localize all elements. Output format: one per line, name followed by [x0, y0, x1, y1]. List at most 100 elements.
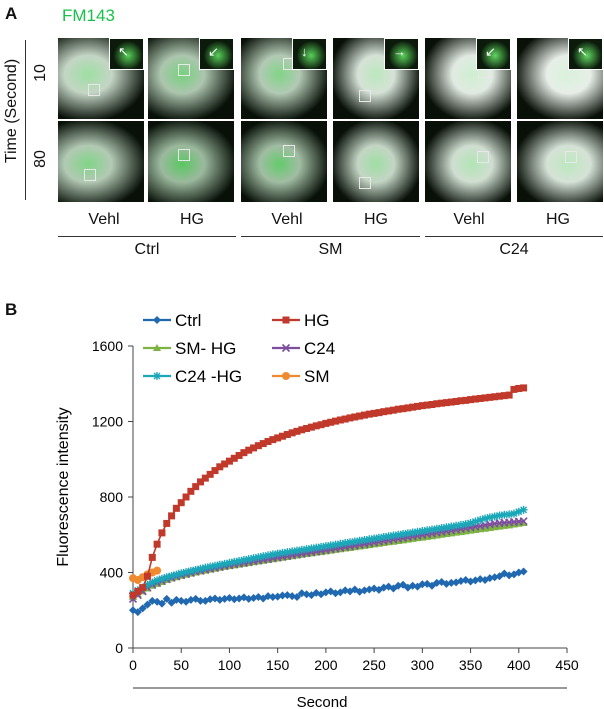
data-point	[259, 440, 267, 448]
data-point	[384, 532, 393, 541]
group-rule-ctrl	[58, 236, 236, 237]
data-point	[240, 449, 248, 457]
data-point	[192, 483, 200, 491]
data-point	[332, 417, 340, 425]
data-point	[385, 407, 393, 415]
legend-label: C24	[304, 339, 335, 358]
data-point	[341, 539, 350, 548]
data-point	[375, 409, 383, 417]
arrow-icon: ↙	[485, 44, 496, 59]
data-point	[182, 568, 191, 577]
data-point	[317, 421, 325, 429]
roi-box	[565, 151, 577, 163]
micrograph	[517, 121, 603, 202]
y-tick-label: 1200	[92, 414, 123, 430]
data-point	[230, 595, 239, 604]
data-point	[254, 442, 262, 450]
x-tick-label: 200	[314, 657, 338, 673]
data-point	[278, 432, 286, 440]
data-point	[519, 567, 528, 576]
data-point	[485, 513, 494, 522]
data-point	[447, 522, 456, 531]
data-point	[491, 393, 499, 401]
data-point	[428, 401, 436, 409]
data-point	[452, 397, 460, 405]
data-point	[303, 424, 311, 432]
data-point	[447, 578, 456, 587]
data-point	[490, 512, 499, 521]
data-point	[399, 405, 407, 413]
data-point	[370, 534, 379, 543]
y-tick-label: 800	[100, 489, 124, 505]
x-tick-label: 100	[218, 657, 242, 673]
data-point	[273, 549, 282, 558]
data-point	[264, 551, 273, 560]
data-point	[409, 403, 417, 411]
data-point	[394, 530, 403, 539]
data-point	[495, 511, 504, 520]
roi-box	[84, 169, 96, 181]
micrograph	[241, 121, 327, 202]
data-point	[216, 463, 224, 471]
data-point	[370, 409, 378, 417]
data-point	[399, 529, 408, 538]
data-point	[177, 569, 186, 578]
data-point	[322, 419, 330, 427]
panel-a-letter: A	[5, 4, 18, 23]
legend-item: HG	[272, 311, 330, 330]
data-point	[172, 504, 180, 512]
data-point	[138, 604, 147, 613]
column-label: Vehl	[88, 211, 120, 228]
data-point	[438, 399, 446, 407]
data-point	[452, 521, 461, 530]
data-point	[250, 444, 258, 452]
data-point	[413, 527, 422, 536]
micrograph: ↓	[241, 38, 327, 119]
data-point	[148, 578, 157, 587]
data-point	[456, 520, 465, 529]
arrow-icon: ↖	[118, 44, 129, 59]
data-point	[191, 565, 200, 574]
data-point	[210, 561, 219, 570]
column-label: HG	[180, 211, 204, 228]
data-point	[292, 546, 301, 555]
data-point	[365, 410, 373, 418]
data-point	[481, 394, 489, 402]
data-point	[341, 415, 349, 423]
micrograph: ↙	[148, 38, 234, 119]
micrograph	[148, 121, 234, 202]
data-point	[442, 399, 450, 407]
data-point	[302, 545, 311, 554]
data-point	[408, 528, 417, 537]
roi-box	[477, 151, 489, 163]
data-point	[201, 563, 210, 572]
data-point	[403, 529, 412, 538]
roi-box	[359, 90, 371, 102]
data-point	[235, 451, 243, 459]
data-point	[356, 412, 364, 420]
x-tick-label: 350	[459, 657, 483, 673]
data-point	[259, 552, 268, 561]
data-point	[230, 454, 238, 462]
data-point	[278, 548, 287, 557]
data-point	[360, 411, 368, 419]
data-point	[389, 531, 398, 540]
data-point	[418, 402, 426, 410]
data-point	[162, 594, 171, 603]
data-point	[249, 554, 258, 563]
data-point	[157, 574, 166, 583]
data-point	[457, 397, 465, 405]
data-point	[505, 510, 514, 519]
data-point	[220, 559, 229, 568]
data-point	[476, 516, 485, 525]
data-point	[196, 596, 205, 605]
data-point	[500, 392, 508, 400]
data-point	[211, 467, 219, 475]
data-point	[520, 384, 528, 392]
data-point	[297, 545, 306, 554]
data-point	[288, 547, 297, 556]
data-point	[182, 493, 190, 501]
data-point	[158, 529, 166, 537]
legend-item: SM	[272, 367, 330, 386]
data-point	[418, 580, 427, 589]
